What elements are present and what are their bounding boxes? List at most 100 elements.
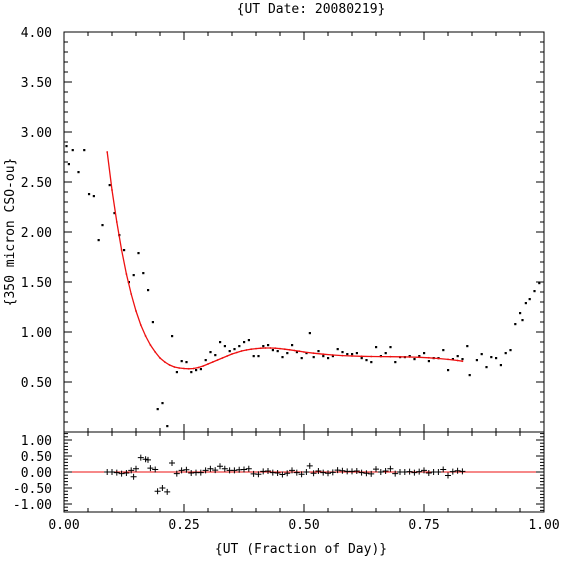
data-point	[504, 352, 507, 355]
data-point	[132, 274, 135, 277]
data-point	[247, 339, 250, 342]
data-point	[521, 319, 524, 322]
data-point	[528, 298, 531, 301]
residual-point	[289, 467, 295, 474]
fit-point	[447, 358, 449, 361]
data-point	[281, 356, 284, 359]
fit-point	[250, 348, 253, 351]
fit-point	[264, 347, 267, 349]
main-y-tick-label: 3.50	[21, 76, 52, 91]
data-point	[375, 346, 378, 349]
residual-point	[392, 470, 399, 477]
residual-point	[368, 470, 375, 477]
fit-point	[130, 293, 133, 295]
data-point	[499, 364, 502, 367]
residuals-data-points	[104, 454, 466, 495]
main-y-tick-label: 4.00	[21, 26, 52, 41]
data-point	[156, 408, 159, 411]
residual-point	[293, 469, 300, 476]
data-point	[305, 352, 308, 355]
residuals-y-tick-labels: 1.000.500.00-0.50-1.00	[13, 434, 52, 513]
residual-point	[113, 469, 120, 476]
fit-point	[245, 349, 248, 351]
fit-point	[120, 249, 123, 251]
residual-point	[353, 468, 360, 475]
fit-point	[293, 349, 296, 352]
fit-point	[298, 350, 301, 353]
data-point	[360, 357, 363, 360]
residual-point	[217, 463, 223, 470]
data-point	[147, 289, 150, 292]
data-point	[65, 145, 68, 148]
residual-point	[320, 469, 327, 476]
main-y-tick-label: 2.50	[21, 176, 52, 191]
fit-point	[255, 347, 257, 350]
data-point	[92, 195, 95, 198]
residual-point	[315, 468, 322, 475]
data-point	[113, 212, 116, 215]
residual-point	[152, 466, 159, 473]
residual-point	[207, 465, 214, 472]
fit-point	[312, 352, 315, 355]
y-axis-label: {350 micron CSO-ou}	[3, 158, 18, 307]
fit-point	[144, 335, 147, 337]
fit-point	[115, 221, 118, 223]
data-point	[351, 353, 354, 356]
residual-point	[274, 469, 281, 476]
x-tick-label: 0.50	[288, 518, 319, 533]
residual-point	[325, 470, 331, 477]
fit-point	[399, 355, 401, 358]
fit-curve-markers	[106, 151, 464, 370]
fit-point	[168, 364, 171, 366]
data-point	[137, 252, 140, 255]
residual-point	[387, 465, 394, 472]
data-point	[252, 355, 255, 358]
chart-title: {UT Date: 20080219}	[237, 2, 386, 17]
main-y-tick-label: 1.00	[21, 326, 52, 341]
data-point	[322, 355, 325, 358]
data-point	[161, 402, 164, 405]
residual-point	[334, 467, 341, 474]
residual-point	[197, 469, 204, 476]
fit-point	[360, 355, 363, 358]
data-point	[271, 349, 274, 352]
main-axis-ticks	[64, 31, 544, 432]
residual-point	[265, 468, 271, 475]
data-point	[514, 323, 517, 326]
fit-point	[183, 367, 185, 370]
data-point	[190, 371, 193, 374]
residual-point	[109, 469, 115, 475]
fit-point	[437, 357, 440, 360]
residual-point	[303, 469, 310, 475]
residual-point	[284, 470, 291, 477]
residual-point	[159, 485, 166, 491]
residual-point	[279, 471, 286, 478]
residuals-panel: 1.000.500.00-0.50-1.00	[13, 431, 545, 513]
main-data-points	[65, 145, 541, 428]
data-point	[291, 344, 294, 347]
data-point	[480, 353, 483, 356]
residual-point	[298, 471, 305, 478]
fit-point	[351, 355, 353, 357]
residual-point	[373, 466, 379, 473]
data-point	[461, 358, 464, 361]
residual-point	[310, 470, 317, 477]
data-point	[171, 335, 174, 338]
x-tick-label: 0.25	[168, 518, 199, 533]
data-point	[199, 368, 202, 371]
residual-point	[130, 473, 137, 480]
data-point	[300, 357, 303, 360]
fit-point	[259, 347, 262, 350]
main-y-tick-labels: 0.50 1.00 1.50 2.00 2.50 3.00 3.50 4.00	[21, 26, 52, 391]
data-point	[317, 350, 320, 353]
fit-point	[322, 353, 325, 356]
data-point	[538, 282, 541, 285]
residual-point	[231, 467, 238, 474]
fit-point	[139, 324, 142, 326]
fit-point	[187, 367, 190, 370]
residual-point	[221, 465, 228, 472]
fit-point	[216, 359, 219, 361]
data-point	[97, 239, 100, 242]
data-point	[456, 355, 459, 358]
